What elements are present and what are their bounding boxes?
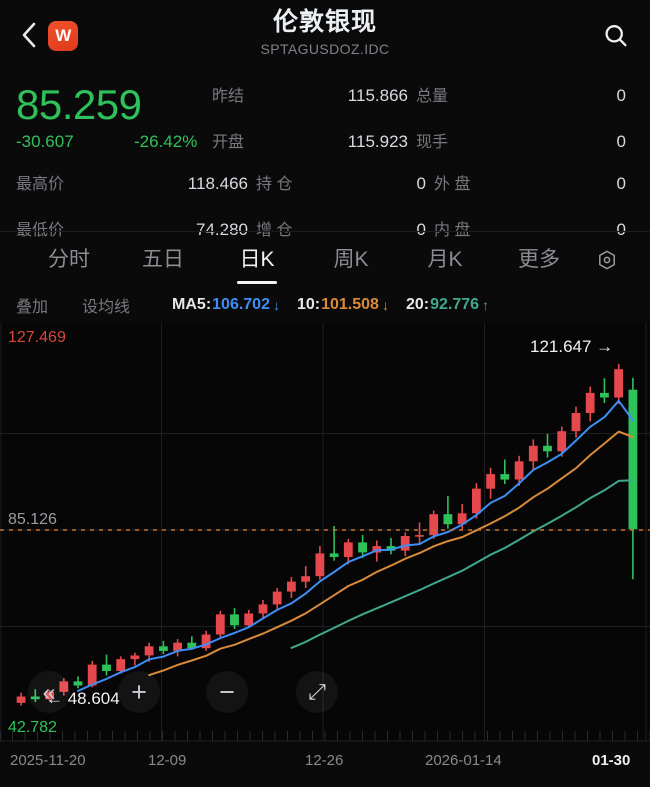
ma10-value: 101.508 xyxy=(321,296,379,313)
quote-panel: 85.259 -30.607 -26.42% 昨结 115.866 总量 0 开… xyxy=(0,70,650,239)
x-tick: 12-09 xyxy=(148,752,187,769)
x-axis: 2025-11-20 12-09 12-26 2026-01-14 01-30 xyxy=(0,743,650,780)
overlay-button[interactable]: 叠加 xyxy=(16,299,49,316)
field-label: 持 仓 xyxy=(256,176,293,193)
fullscreen-button[interactable]: ⤢ xyxy=(296,671,338,713)
tab-weekly-k[interactable]: 周K xyxy=(333,247,369,271)
field-label: 外 盘 xyxy=(434,176,471,193)
field-label: 总量 xyxy=(416,88,449,105)
x-tick: 12-26 xyxy=(305,752,344,769)
tab-daily-k[interactable]: 日K xyxy=(210,243,304,277)
ma20-key: 20: xyxy=(405,296,430,313)
chart-settings-button[interactable] xyxy=(586,249,628,271)
tab-monthly-k[interactable]: 月K xyxy=(427,247,463,271)
security-name: 伦敦银现 xyxy=(272,8,377,36)
period-tab-bar: 分时 五日 日K 周K 月K 更多 xyxy=(0,232,650,287)
field-value: 115.923 xyxy=(347,132,408,151)
field-label: 昨结 xyxy=(212,88,245,105)
tab-fenshi[interactable]: 分时 xyxy=(48,247,90,271)
ma20-group[interactable]: 20: 92.776 ↑ xyxy=(406,296,498,314)
ma10-key: 10: xyxy=(296,296,321,313)
app-header: W 伦敦银现 SPTAGUSDOZ.IDC xyxy=(0,0,650,70)
chevron-left-icon xyxy=(22,22,36,48)
field-value: 0 xyxy=(616,220,626,239)
field-label: 最高价 xyxy=(16,176,65,193)
ma5-key: MA5: xyxy=(172,296,212,313)
search-button[interactable] xyxy=(600,20,632,52)
quote-fields-bottom: 最高价 118.466 持 仓 0 外 盘 0 最低价 74.280 增 仓 0… xyxy=(16,170,634,240)
field-value: 0 xyxy=(616,174,626,193)
zoom-out-button[interactable]: − xyxy=(206,671,248,713)
tab-more[interactable]: 更多 xyxy=(518,247,560,271)
ma5-value: 106.702 xyxy=(212,296,270,313)
back-button[interactable] xyxy=(16,20,42,50)
field-value: 74.280 xyxy=(196,220,248,239)
last-price: 85.259 xyxy=(16,81,142,128)
security-code: SPTAGUSDOZ.IDC xyxy=(260,41,390,57)
zoom-in-button[interactable]: + xyxy=(118,671,160,713)
brand-logo[interactable]: W xyxy=(48,21,78,51)
field-value: 0 xyxy=(616,132,626,151)
field-value: 0 xyxy=(416,220,426,239)
field-label: 现手 xyxy=(416,134,449,151)
x-tick-current: 01-30 xyxy=(592,752,631,769)
price-change-percent: -26.42% xyxy=(134,132,198,151)
candlestick-chart[interactable]: 127.469 85.126 42.782 121.647 → ← 48.604… xyxy=(0,323,650,743)
ma20-arrow: ↑ xyxy=(482,297,490,313)
field-label: 内 盘 xyxy=(434,222,471,239)
field-value: 0 xyxy=(616,86,626,105)
x-tick: 2026-01-14 xyxy=(425,752,502,769)
price-change: -30.607 xyxy=(16,132,74,151)
title-block: 伦敦银现 SPTAGUSDOZ.IDC xyxy=(0,6,650,59)
chart-controls: « + − ⤢ xyxy=(0,671,650,713)
ma-indicator-bar: 叠加 设均线 MA5: 106.702 ↓ 10: 101.508 ↓ 20: … xyxy=(0,287,650,323)
x-tick: 2025-11-20 xyxy=(10,752,86,769)
prev-page-button[interactable]: « xyxy=(28,671,70,713)
search-icon xyxy=(605,25,627,47)
field-value: 115.866 xyxy=(347,86,408,105)
quote-divider xyxy=(0,231,650,232)
field-value: 0 xyxy=(416,174,426,193)
set-ma-button[interactable]: 设均线 xyxy=(82,299,131,316)
field-label: 增 仓 xyxy=(256,222,293,239)
price-block: 85.259 -30.607 -26.42% xyxy=(16,80,197,152)
quote-fields-top: 昨结 115.866 总量 0 开盘 115.923 现手 0 xyxy=(212,82,634,152)
chart-canvas xyxy=(0,323,650,742)
ma10-arrow: ↓ xyxy=(381,297,389,313)
field-label: 开盘 xyxy=(212,134,245,151)
ma5-arrow: ↓ xyxy=(272,297,280,313)
chart-settings-icon xyxy=(599,250,615,269)
field-label: 最低价 xyxy=(16,222,65,239)
ma20-value: 92.776 xyxy=(430,296,480,313)
ma10-group[interactable]: 10: 101.508 ↓ xyxy=(297,296,398,314)
field-value: 118.466 xyxy=(187,174,248,193)
tab-five-day[interactable]: 五日 xyxy=(142,247,184,271)
ma5-group[interactable]: MA5: 106.702 ↓ xyxy=(172,296,289,314)
